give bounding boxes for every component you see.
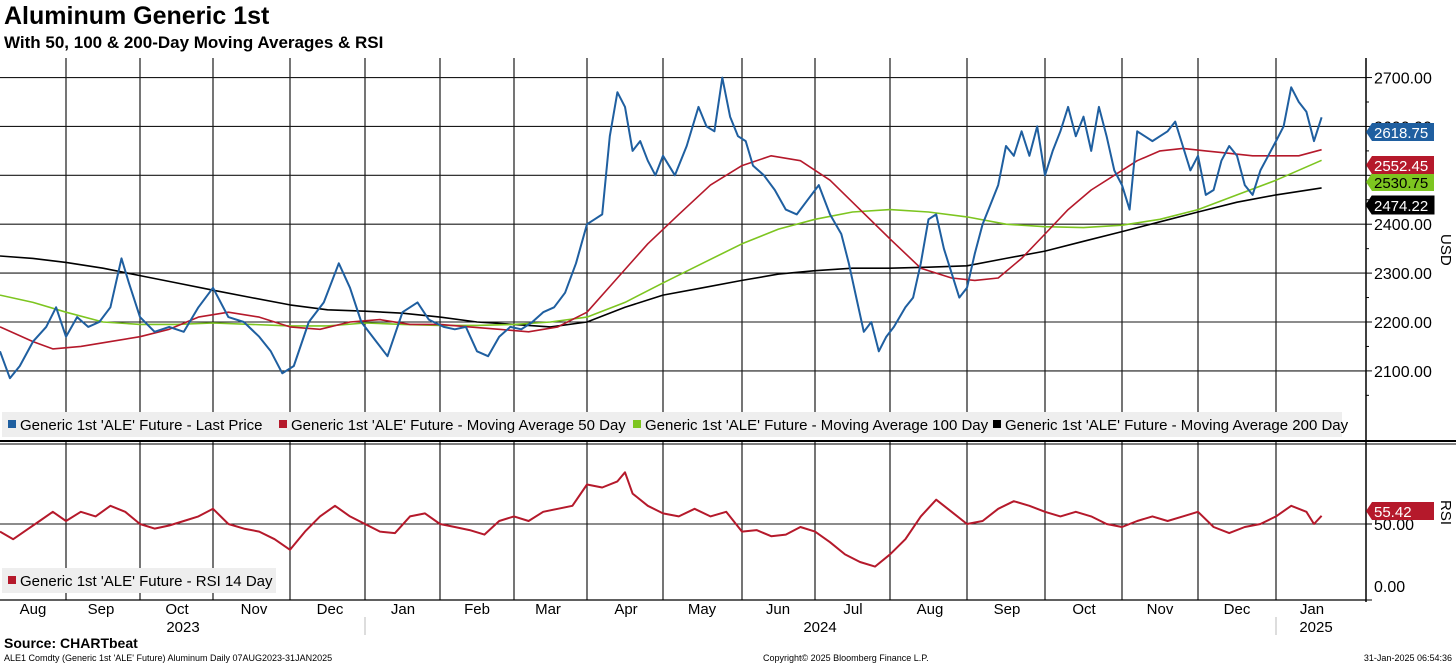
series-line (0, 159, 1322, 327)
rsi-tick-label: 0.00 (1374, 579, 1405, 596)
legend-label: Generic 1st 'ALE' Future - Moving Averag… (1005, 417, 1349, 434)
chart-title: Aluminum Generic 1st (4, 2, 270, 30)
price-axis-title: USD (1437, 234, 1454, 266)
chart-subtitle: With 50, 100 & 200-Day Moving Averages &… (4, 33, 384, 52)
legend-label: Generic 1st 'ALE' Future - Last Price (20, 417, 263, 434)
legend-swatch (993, 420, 1001, 428)
price-tick-label: 2200.00 (1374, 315, 1432, 332)
last-value-box (1365, 195, 1435, 215)
legend-swatch (8, 576, 16, 584)
price-legend: Generic 1st 'ALE' Future - Last Price Gen… (2, 412, 1349, 437)
legend-background (2, 568, 276, 593)
month-label: Mar (535, 601, 561, 618)
legend-label: Generic 1st 'ALE' Future - Moving Averag… (645, 417, 989, 434)
price-tick-label: 2700.00 (1374, 71, 1432, 88)
last-value-box (1366, 502, 1434, 520)
month-label: Nov (241, 601, 268, 618)
series-line (0, 187, 1322, 328)
ma100-last-label: 2530.75 (1366, 173, 1434, 192)
source-note: Source: CHARTbeat (4, 635, 138, 651)
legend-background (2, 412, 1342, 437)
year-label: 2023 (166, 619, 199, 636)
last-value-text: 2618.75 (1374, 125, 1428, 142)
month-label: Jun (766, 601, 790, 618)
price-tick-label: 2400.00 (1374, 217, 1432, 234)
series-line (0, 147, 1322, 350)
year-label: 2025 (1299, 619, 1332, 636)
footer-timestamp: 31-Jan-2025 06:54:36 (1363, 653, 1452, 663)
rsi-last-label: 55.42 (1366, 502, 1434, 521)
rsi-legend: Generic 1st 'ALE' Future - RSI 14 Day (2, 568, 276, 593)
month-label: Jul (843, 601, 862, 618)
month-label: Oct (1072, 601, 1096, 618)
last-value-box (1366, 123, 1434, 141)
month-label: Oct (165, 601, 189, 618)
footer-copyright: Copyright© 2025 Bloomberg Finance L.P. (763, 653, 929, 663)
month-label: Sep (88, 601, 115, 618)
month-label: Sep (994, 601, 1021, 618)
rsi-axis-title: RSI (1437, 500, 1454, 525)
footer-description: ALE1 Comdty (Generic 1st 'ALE' Future) A… (4, 653, 333, 663)
rsi-tick-label: 50.00 (1374, 517, 1414, 534)
month-label: Feb (464, 601, 490, 618)
legend-swatch (8, 420, 16, 428)
month-label: Apr (614, 601, 637, 618)
month-label: Aug (917, 601, 944, 618)
month-label: May (688, 601, 717, 618)
series-line (0, 76, 1323, 380)
price-tick-label: 2300.00 (1374, 266, 1432, 283)
ma50-last-label: 2552.45 (1366, 156, 1434, 175)
last-value-text: 2530.75 (1374, 175, 1428, 192)
last-value-text: 55.42 (1374, 504, 1412, 521)
month-label: Nov (1147, 601, 1174, 618)
legend-swatch (279, 420, 287, 428)
ma200-last-label: 2474.22 (1365, 195, 1435, 215)
year-label: 2024 (803, 619, 836, 636)
series-line (0, 471, 1323, 568)
month-label: Aug (20, 601, 47, 618)
last-price-label: 2618.75 (1366, 123, 1434, 142)
last-value-box (1366, 156, 1434, 174)
last-value-box (1366, 173, 1434, 191)
month-label: Jan (391, 601, 415, 618)
month-label: Dec (1224, 601, 1251, 618)
last-value-text: 2474.22 (1374, 198, 1428, 215)
month-label: Dec (317, 601, 344, 618)
legend-label: Generic 1st 'ALE' Future - Moving Averag… (291, 417, 626, 434)
month-label: Jan (1300, 601, 1324, 618)
legend-swatch (633, 420, 641, 428)
price-panel-background (0, 58, 1366, 410)
price-tick-label: 2100.00 (1374, 364, 1432, 381)
last-value-text: 2552.45 (1374, 158, 1428, 175)
legend-label: Generic 1st 'ALE' Future - RSI 14 Day (20, 573, 273, 590)
month-gridlines (65, 58, 1277, 600)
